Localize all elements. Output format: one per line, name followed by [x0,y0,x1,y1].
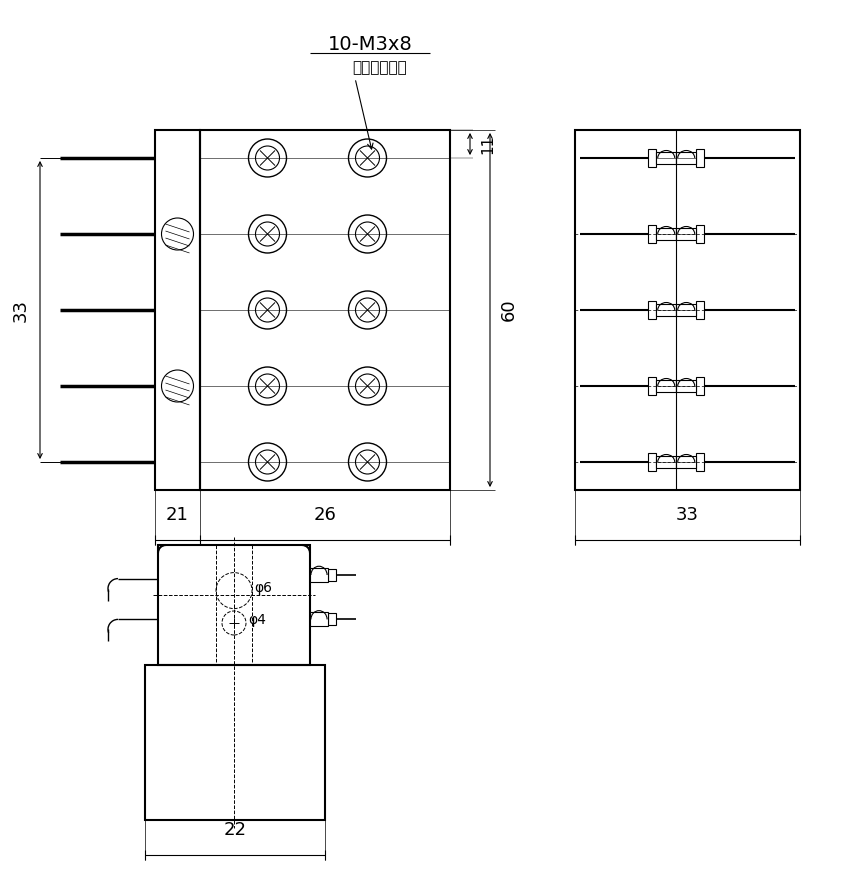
Bar [656,152,676,164]
Bar [656,456,676,468]
Bar [575,130,800,490]
Text: 33: 33 [676,506,699,524]
Bar [676,228,696,240]
Bar [676,304,696,316]
Bar [696,225,704,243]
Circle shape [349,215,387,253]
Bar [648,301,656,319]
Text: バインドネジ: バインドネジ [353,60,407,75]
Circle shape [349,139,387,177]
Bar [155,130,200,490]
Circle shape [349,367,387,405]
Circle shape [248,291,287,329]
Text: 11: 11 [480,135,495,154]
Circle shape [248,215,287,253]
Bar [696,453,704,471]
Circle shape [248,443,287,481]
Bar [696,149,704,167]
Bar [676,152,696,164]
Circle shape [248,139,287,177]
Bar [328,569,336,581]
Circle shape [349,291,387,329]
Bar [696,377,704,395]
Text: φ4: φ4 [248,613,266,627]
Bar [656,228,676,240]
Text: 10-M3x8: 10-M3x8 [327,35,412,55]
Bar [656,304,676,316]
Text: 21: 21 [166,506,189,524]
Bar [676,456,696,468]
Bar [696,301,704,319]
Text: 26: 26 [314,506,337,524]
Bar [158,545,310,665]
Bar [310,612,328,627]
Bar [676,380,696,392]
Circle shape [248,367,287,405]
Text: 22: 22 [224,821,247,839]
Bar [648,453,656,471]
Text: 33: 33 [12,298,30,321]
Text: φ6: φ6 [254,581,272,595]
Bar [648,149,656,167]
Bar [310,568,328,582]
Bar [200,130,450,490]
Bar [648,377,656,395]
Bar [328,613,336,626]
Bar [648,225,656,243]
Bar [656,380,676,392]
Circle shape [349,443,387,481]
Text: 60: 60 [500,299,518,321]
Bar [145,665,325,820]
